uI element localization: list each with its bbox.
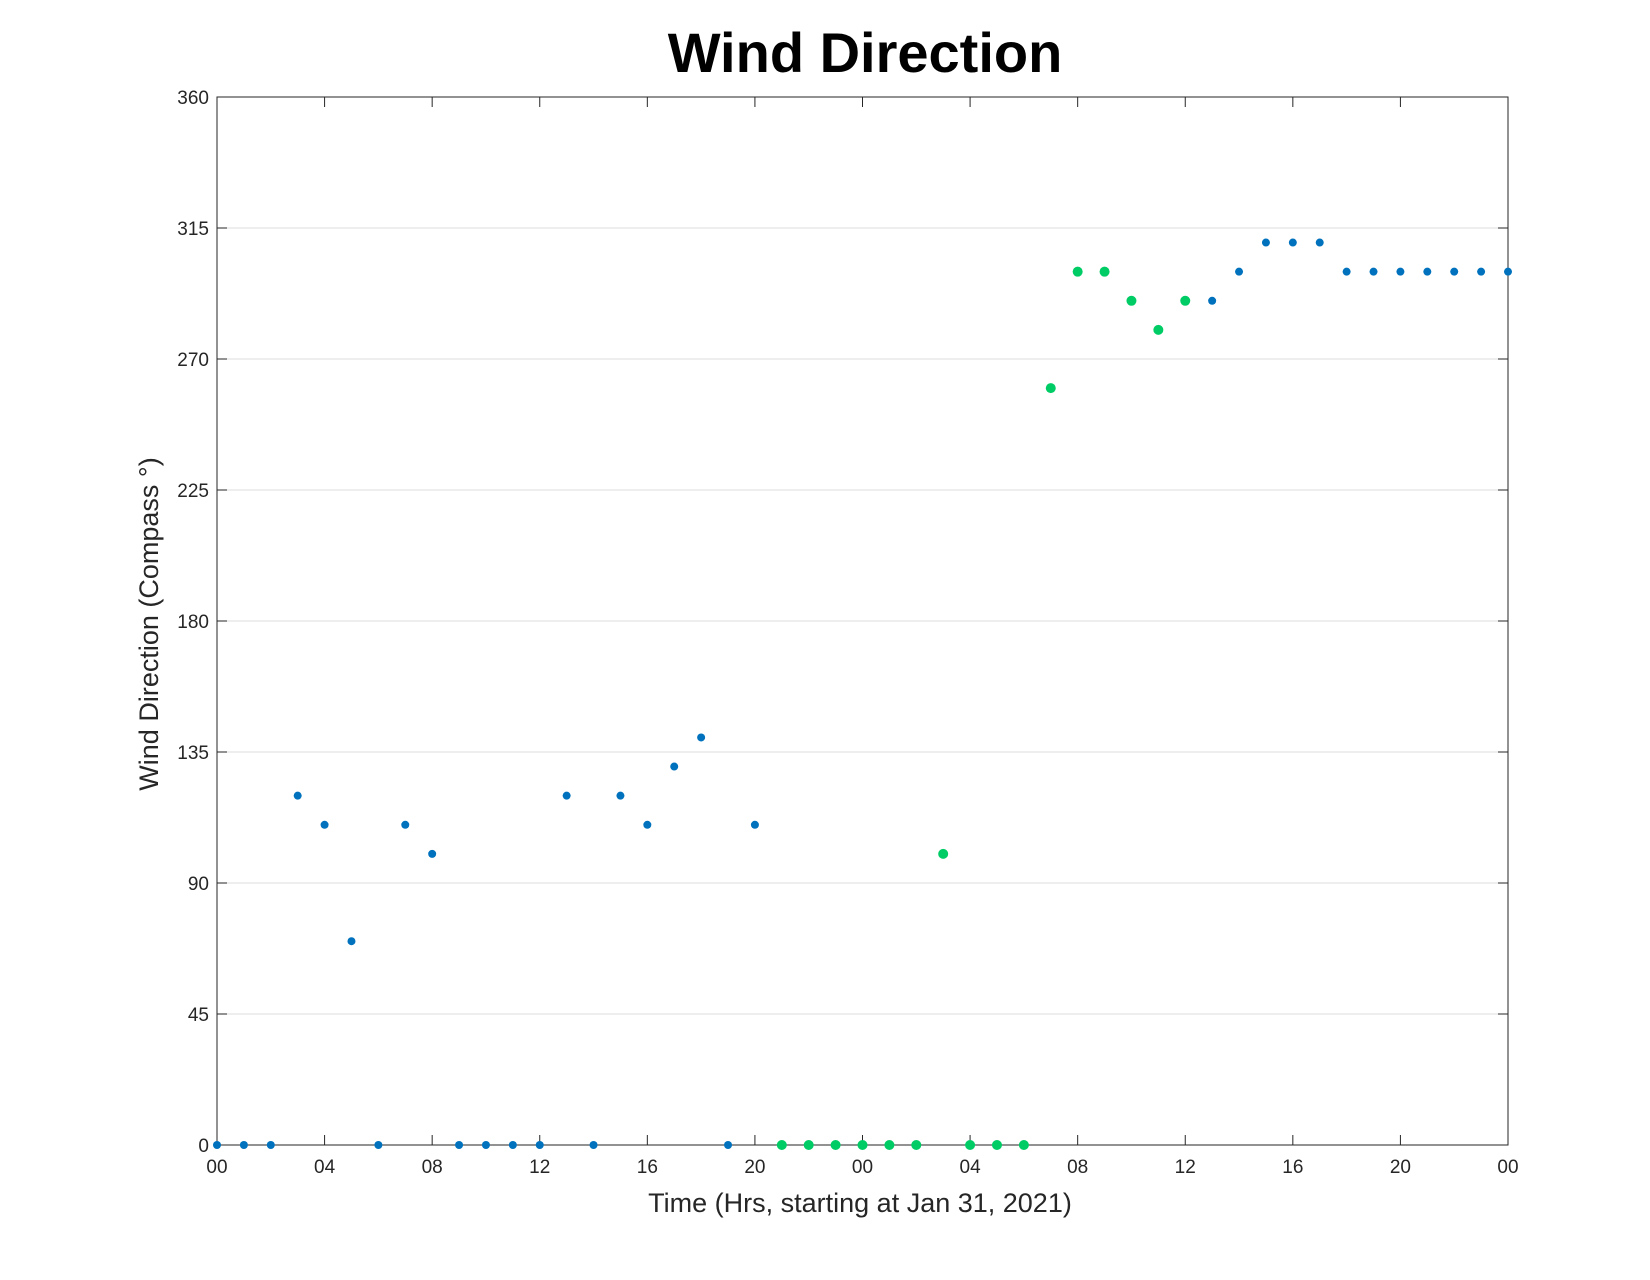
data-point xyxy=(1235,267,1244,276)
data-points xyxy=(213,238,1512,1150)
data-point xyxy=(938,848,949,859)
data-point xyxy=(374,1141,383,1149)
data-point xyxy=(1261,238,1270,247)
data-point xyxy=(347,937,356,946)
x-tick-label: 00 xyxy=(852,1157,873,1178)
x-tick-label: 00 xyxy=(1497,1157,1518,1178)
data-point xyxy=(1396,267,1405,276)
data-point xyxy=(1072,266,1083,277)
data-point xyxy=(616,791,625,800)
y-tick-label: 315 xyxy=(177,219,209,240)
data-point xyxy=(1126,295,1137,306)
y-tick-label: 135 xyxy=(177,743,209,764)
data-point xyxy=(401,820,410,829)
data-point xyxy=(320,820,329,829)
data-point xyxy=(535,1141,544,1149)
y-tick-label: 270 xyxy=(177,350,209,371)
data-point xyxy=(1315,238,1324,247)
data-point xyxy=(1045,383,1056,394)
data-point xyxy=(1369,267,1378,276)
x-tick-label: 08 xyxy=(1067,1157,1088,1178)
data-point xyxy=(508,1141,517,1149)
data-point xyxy=(266,1141,275,1149)
data-point xyxy=(776,1140,787,1150)
x-tick-label: 04 xyxy=(314,1157,336,1178)
data-point xyxy=(589,1141,598,1149)
y-tick-label: 180 xyxy=(177,612,209,633)
data-point xyxy=(670,762,679,771)
x-tick-label: 04 xyxy=(960,1157,982,1178)
chart-title: Wind Direction xyxy=(668,21,1063,84)
y-tick-label: 0 xyxy=(198,1136,209,1157)
x-axis-label: Time (Hrs, starting at Jan 31, 2021) xyxy=(648,1188,1072,1218)
y-tick-label: 90 xyxy=(188,874,209,895)
gridlines xyxy=(217,227,1508,1015)
data-point xyxy=(643,820,652,829)
data-point xyxy=(428,849,437,858)
data-point xyxy=(965,1140,976,1150)
data-point xyxy=(884,1140,895,1150)
data-point xyxy=(1450,267,1459,276)
ticks: 0 45 90 135 180 225 270 315 360 00 04 08 12 16 20 00 04 0… xyxy=(177,88,1518,1178)
data-point xyxy=(1288,238,1297,247)
data-point xyxy=(293,791,302,800)
x-tick-label: 16 xyxy=(637,1157,658,1178)
y-tick-label: 45 xyxy=(188,1005,209,1026)
data-point xyxy=(857,1140,868,1150)
x-tick-label: 12 xyxy=(529,1157,550,1178)
data-point xyxy=(830,1140,841,1150)
data-point xyxy=(750,820,759,829)
x-tick-label: 20 xyxy=(744,1157,765,1178)
x-tick-label: 00 xyxy=(206,1157,227,1178)
data-point xyxy=(803,1140,814,1150)
data-point xyxy=(1208,296,1217,305)
data-point xyxy=(1504,267,1512,276)
data-point xyxy=(1342,267,1351,276)
data-point xyxy=(1423,267,1432,276)
data-point xyxy=(1099,266,1110,277)
data-point xyxy=(991,1140,1002,1150)
data-point xyxy=(724,1141,733,1149)
x-tick-label: 20 xyxy=(1390,1157,1411,1178)
data-point xyxy=(562,791,571,800)
data-point xyxy=(455,1141,464,1149)
x-tick-label: 08 xyxy=(422,1157,443,1178)
y-axis-label: Wind Direction (Compass °) xyxy=(134,457,164,790)
data-point xyxy=(481,1141,490,1149)
data-point xyxy=(1018,1140,1029,1150)
data-point xyxy=(1180,295,1191,306)
data-point xyxy=(239,1141,248,1149)
x-tick-label: 16 xyxy=(1282,1157,1303,1178)
data-point xyxy=(911,1140,922,1150)
data-point xyxy=(1153,324,1164,335)
data-point xyxy=(697,733,706,742)
y-tick-label: 225 xyxy=(177,481,209,502)
x-tick-label: 12 xyxy=(1175,1157,1196,1178)
data-point xyxy=(1477,267,1486,276)
y-tick-label: 360 xyxy=(177,88,209,109)
data-point xyxy=(213,1141,221,1149)
